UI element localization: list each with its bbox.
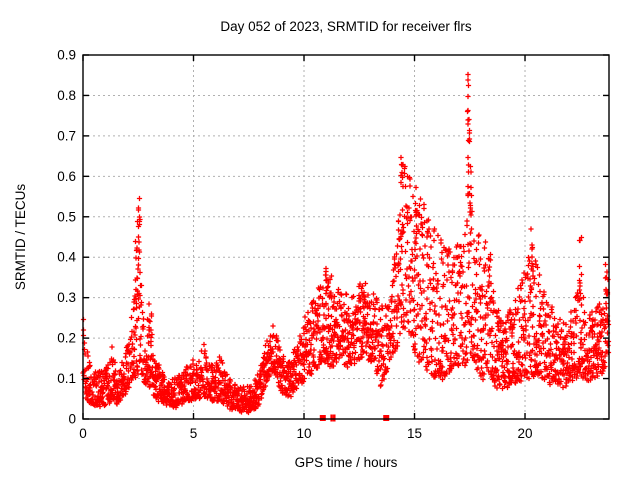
zero-value-marker xyxy=(330,414,333,422)
x-tick-label: 5 xyxy=(190,426,198,441)
data-layer xyxy=(80,71,612,422)
x-tick-label: 0 xyxy=(79,426,87,441)
zero-value-marker xyxy=(333,414,336,422)
zero-value-marker xyxy=(383,415,390,421)
y-tick-label: 0.1 xyxy=(57,371,76,386)
x-tick-label: 20 xyxy=(518,426,533,441)
y-axis-label: SRMTID / TECUs xyxy=(13,184,28,291)
y-tick-label: 0.3 xyxy=(57,290,76,305)
y-tick-label: 0.7 xyxy=(57,128,76,143)
x-tick-label: 10 xyxy=(296,426,311,441)
plot-border xyxy=(82,54,610,420)
y-tick-label: 0.5 xyxy=(57,209,76,224)
y-tick-label: 0.6 xyxy=(57,169,76,184)
y-tick-label: 0.4 xyxy=(57,250,76,265)
x-axis-label: GPS time / hours xyxy=(295,455,398,470)
y-tick-label: 0.2 xyxy=(57,331,76,346)
y-tick-label: 0 xyxy=(68,412,76,427)
grid-layer xyxy=(83,55,609,419)
chart-title: Day 052 of 2023, SRMTID for receiver flr… xyxy=(220,19,472,34)
zero-value-marker xyxy=(319,415,326,421)
axis-layer: 0 5 10 15 20 0 0.1 0.2 0.3 0.4 0.5 0.6 0.7 0.8 0.9 xyxy=(57,48,610,441)
y-tick-label: 0.9 xyxy=(57,48,76,63)
y-tick-label: 0.8 xyxy=(57,88,76,103)
x-tick-label: 15 xyxy=(407,426,422,441)
